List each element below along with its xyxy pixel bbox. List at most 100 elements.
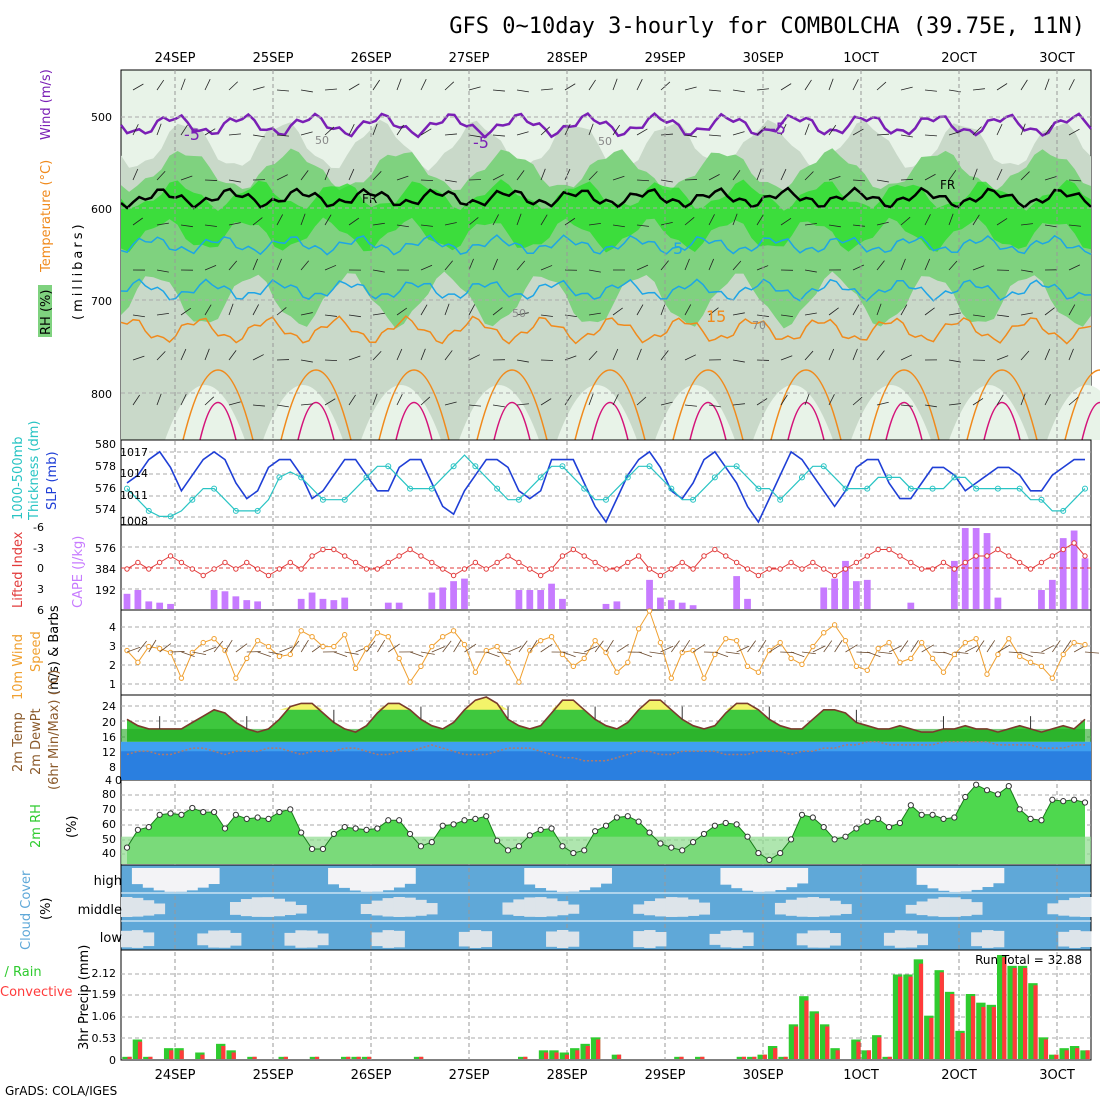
precip-total-bar — [830, 1048, 840, 1059]
wind10-point — [167, 649, 174, 656]
temp-contour-hump — [182, 369, 254, 441]
temp-contour-hump — [1064, 369, 1100, 441]
ylabel-wind-a: 10m Wind — [11, 634, 26, 700]
wind10-barb — [954, 651, 969, 654]
rh2m-point — [232, 811, 239, 818]
p-tick-700: 700 — [91, 295, 112, 308]
temp-contour-hot — [395, 402, 433, 441]
wind10-barb — [910, 640, 919, 653]
wind10-barb — [257, 651, 271, 657]
cloud-high-block — [938, 868, 950, 891]
wind-barb — [660, 133, 673, 136]
precip-conv-bar — [970, 996, 976, 1059]
wind-barb — [516, 213, 522, 226]
wind10-point — [244, 655, 250, 662]
rh-dry-dome — [459, 385, 539, 440]
precip-conv-bar — [585, 1046, 590, 1059]
date-bottom-10: 3OCT — [1039, 1068, 1075, 1083]
precip-total-bar — [903, 974, 913, 1059]
lifted-index-point — [853, 559, 860, 566]
rh2m-point — [907, 802, 914, 809]
wind10-point — [298, 628, 304, 634]
rh2m-point — [918, 811, 925, 818]
rh2m-point — [134, 826, 141, 833]
cloud-high-block — [764, 868, 776, 892]
wind-barb — [300, 170, 309, 181]
wind-barb — [996, 83, 1008, 91]
wind10-barb — [692, 644, 706, 653]
contour-label-minus5-b: -5 — [473, 133, 489, 152]
precip-conv-bar — [898, 976, 903, 1059]
wind10-point — [516, 679, 522, 685]
cloud-high-block — [142, 868, 155, 888]
temp-line — [126, 696, 1086, 733]
thickness-point — [1038, 496, 1045, 503]
thickness-point — [646, 463, 653, 470]
precip-conv-bar — [523, 1056, 528, 1059]
wind-barb — [708, 134, 721, 137]
rh2m-point — [700, 830, 708, 838]
wind-barb — [924, 173, 936, 181]
cloud-high-block — [774, 868, 787, 891]
slp-line — [126, 450, 1085, 524]
cloud-low-block — [306, 930, 318, 948]
rh2m-point — [602, 822, 610, 829]
wind-barb — [1020, 269, 1033, 273]
wind-barb — [708, 404, 721, 408]
rh2m-point — [722, 819, 729, 827]
wind-barb — [684, 216, 695, 226]
dewpt-band-dark — [121, 751, 1091, 780]
wind-barb — [180, 124, 188, 136]
cape-bar — [1048, 579, 1056, 609]
wind-barb — [420, 128, 432, 136]
wind-tick-3: 3 — [109, 640, 116, 653]
cloud-mid-block — [121, 897, 133, 917]
wind-barb — [804, 393, 810, 406]
precip-total-bar — [788, 1024, 799, 1059]
precip-total-bar — [351, 1056, 361, 1059]
wind-barb — [948, 131, 961, 136]
lifted-index-point — [897, 553, 903, 559]
rh2m-point — [243, 815, 250, 823]
wind-barb — [204, 396, 215, 406]
wind10-barb — [203, 646, 217, 653]
precip-total-bar — [538, 1050, 549, 1059]
cloud-mid-block — [676, 897, 689, 917]
cape-bar — [667, 600, 675, 609]
cape-bar — [439, 587, 447, 609]
wind-barb — [612, 394, 619, 406]
cape-bar — [994, 597, 1002, 609]
wind-barb — [1044, 224, 1057, 228]
lifted-index-point — [788, 559, 794, 566]
thickness-point — [254, 507, 261, 514]
lower-panels: Run Total = 32.88 580 578 576 574 1017 1… — [0, 70, 1099, 1067]
wind10-barb — [366, 640, 376, 653]
pr-tick-159: 1.59 — [92, 988, 117, 1001]
cloud-mid-block — [142, 900, 155, 916]
ylabel-temp: Temperature (°C) — [39, 160, 54, 273]
rh-label-70: 70 — [752, 319, 766, 332]
cloud-high-block — [131, 868, 144, 885]
wind10-barb — [213, 640, 224, 653]
precip-conv-bar — [679, 1056, 684, 1059]
p-tick-800: 800 — [91, 388, 112, 401]
wind-barb — [276, 404, 289, 408]
wind10-barb — [1062, 640, 1072, 653]
wind10-barb — [148, 639, 157, 653]
temp-contour-hump — [574, 369, 646, 441]
wind-barb — [732, 403, 745, 406]
rh2m-point — [777, 849, 784, 857]
wind-barb — [348, 355, 361, 361]
lifted-index-point — [200, 572, 206, 579]
wind-barb — [372, 222, 385, 226]
wind10-barb — [736, 645, 750, 653]
cloud-mid-block — [251, 897, 264, 917]
wind-barb — [180, 348, 187, 361]
wind10-point — [331, 643, 337, 650]
cloud-high-block — [546, 868, 558, 891]
rh2m-point — [308, 845, 316, 853]
wind-barb — [156, 79, 165, 91]
contour-label-15: 15 — [706, 307, 726, 326]
wind-barb — [252, 258, 258, 271]
wind-barb — [1044, 307, 1055, 316]
